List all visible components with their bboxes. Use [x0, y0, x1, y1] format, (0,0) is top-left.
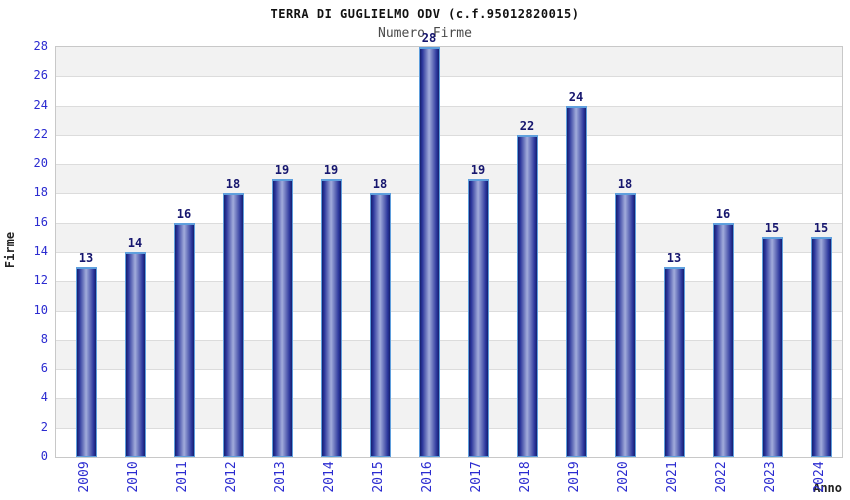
bar: [761, 237, 783, 457]
bar-value-label: 24: [568, 89, 584, 104]
x-tick-label: 2024: [812, 461, 827, 493]
y-tick-label: 20: [33, 156, 48, 171]
y-tick-label: 0: [40, 449, 48, 463]
bar: [418, 47, 440, 457]
x-axis-title: Anno: [813, 481, 842, 495]
gridline: [56, 281, 842, 283]
y-tick-label: 26: [33, 68, 48, 83]
gridline: [56, 369, 842, 371]
bar: [467, 178, 489, 457]
x-tick-label: 2017: [469, 461, 484, 493]
gridline: [56, 339, 842, 341]
gridline: [56, 105, 842, 107]
bar: [516, 134, 538, 457]
gridline: [56, 252, 842, 253]
bar-value-label: 13: [78, 250, 94, 265]
bar-value-label: 16: [176, 206, 192, 221]
x-tick-label: 2016: [420, 461, 435, 493]
chart-title: TERRA DI GUGLIELMO ODV (c.f.95012820015): [270, 7, 580, 21]
plot-band: [56, 134, 842, 165]
y-tick-label: 6: [40, 361, 48, 376]
x-tick-label: 2014: [322, 461, 337, 493]
plot-band: [56, 193, 842, 223]
gridline: [56, 164, 842, 166]
x-tick-label: 2021: [665, 461, 680, 493]
bar-value-label: 22: [519, 118, 535, 133]
gridline: [56, 398, 842, 400]
y-tick-label: 12: [33, 273, 48, 288]
bar-value-label: 13: [666, 250, 682, 265]
y-tick-label: 14: [33, 244, 48, 258]
plot-band: [56, 164, 842, 194]
bar-value-label: 19: [274, 162, 290, 177]
bar-value-label: 18: [617, 177, 633, 192]
x-tick-label: 2010: [126, 461, 141, 493]
gridline: [56, 193, 842, 195]
bar-value-label: 15: [764, 221, 780, 236]
x-tick-label: 2015: [371, 461, 386, 493]
x-tick-label: 2022: [714, 461, 729, 493]
y-tick-label: 4: [40, 390, 48, 405]
bar: [810, 237, 832, 457]
y-tick-label: 16: [33, 214, 48, 229]
y-tick-label: 18: [33, 185, 48, 200]
bar: [614, 193, 636, 457]
y-tick-label: 10: [33, 302, 48, 317]
chart-subtitle: Numero Firme: [378, 26, 472, 41]
x-tick-label: 2018: [518, 461, 533, 493]
bar: [222, 193, 244, 457]
x-tick-label: 2013: [273, 461, 288, 493]
bar-value-label: 18: [372, 177, 388, 192]
bar: [271, 178, 293, 457]
bar: [712, 222, 734, 457]
y-tick-label: 8: [40, 331, 48, 346]
x-tick-label: 2011: [175, 461, 190, 493]
bar-value-label: 28: [421, 31, 437, 45]
gridline: [56, 310, 842, 312]
gridline: [56, 134, 842, 136]
bar: [124, 252, 146, 457]
bar: [369, 193, 391, 457]
bar: [173, 222, 195, 457]
bar-value-label: 15: [813, 221, 829, 236]
bar: [663, 266, 685, 457]
bar-value-label: 19: [470, 162, 486, 177]
bar: [320, 178, 342, 457]
x-tick-label: 2009: [77, 461, 92, 493]
x-tick-label: 2023: [763, 461, 778, 493]
y-tick-label: 22: [33, 126, 48, 141]
bar-value-label: 18: [225, 177, 241, 192]
bar-value-label: 19: [323, 162, 339, 177]
plot-band: [56, 105, 842, 135]
bar: [75, 266, 97, 457]
y-tick-label: 28: [33, 39, 48, 53]
plot-area: 13 14 16 18 19 19 18 28 19 22 24 18 13 16 15 15: [55, 31, 843, 458]
bar-value-label: 16: [715, 206, 731, 221]
plot-band: [56, 76, 842, 106]
plot-band: [56, 47, 842, 77]
gridline: [56, 76, 842, 78]
gridline: [56, 222, 842, 224]
x-tick-label: 2019: [567, 461, 582, 493]
x-tick-label: 2020: [616, 461, 631, 493]
bar-value-label: 14: [127, 236, 143, 250]
x-tick-label: 2012: [224, 461, 239, 493]
bar: [565, 105, 587, 457]
y-tick-label: 24: [33, 97, 48, 112]
y-tick-label: 2: [40, 419, 48, 434]
gridline: [56, 427, 842, 429]
